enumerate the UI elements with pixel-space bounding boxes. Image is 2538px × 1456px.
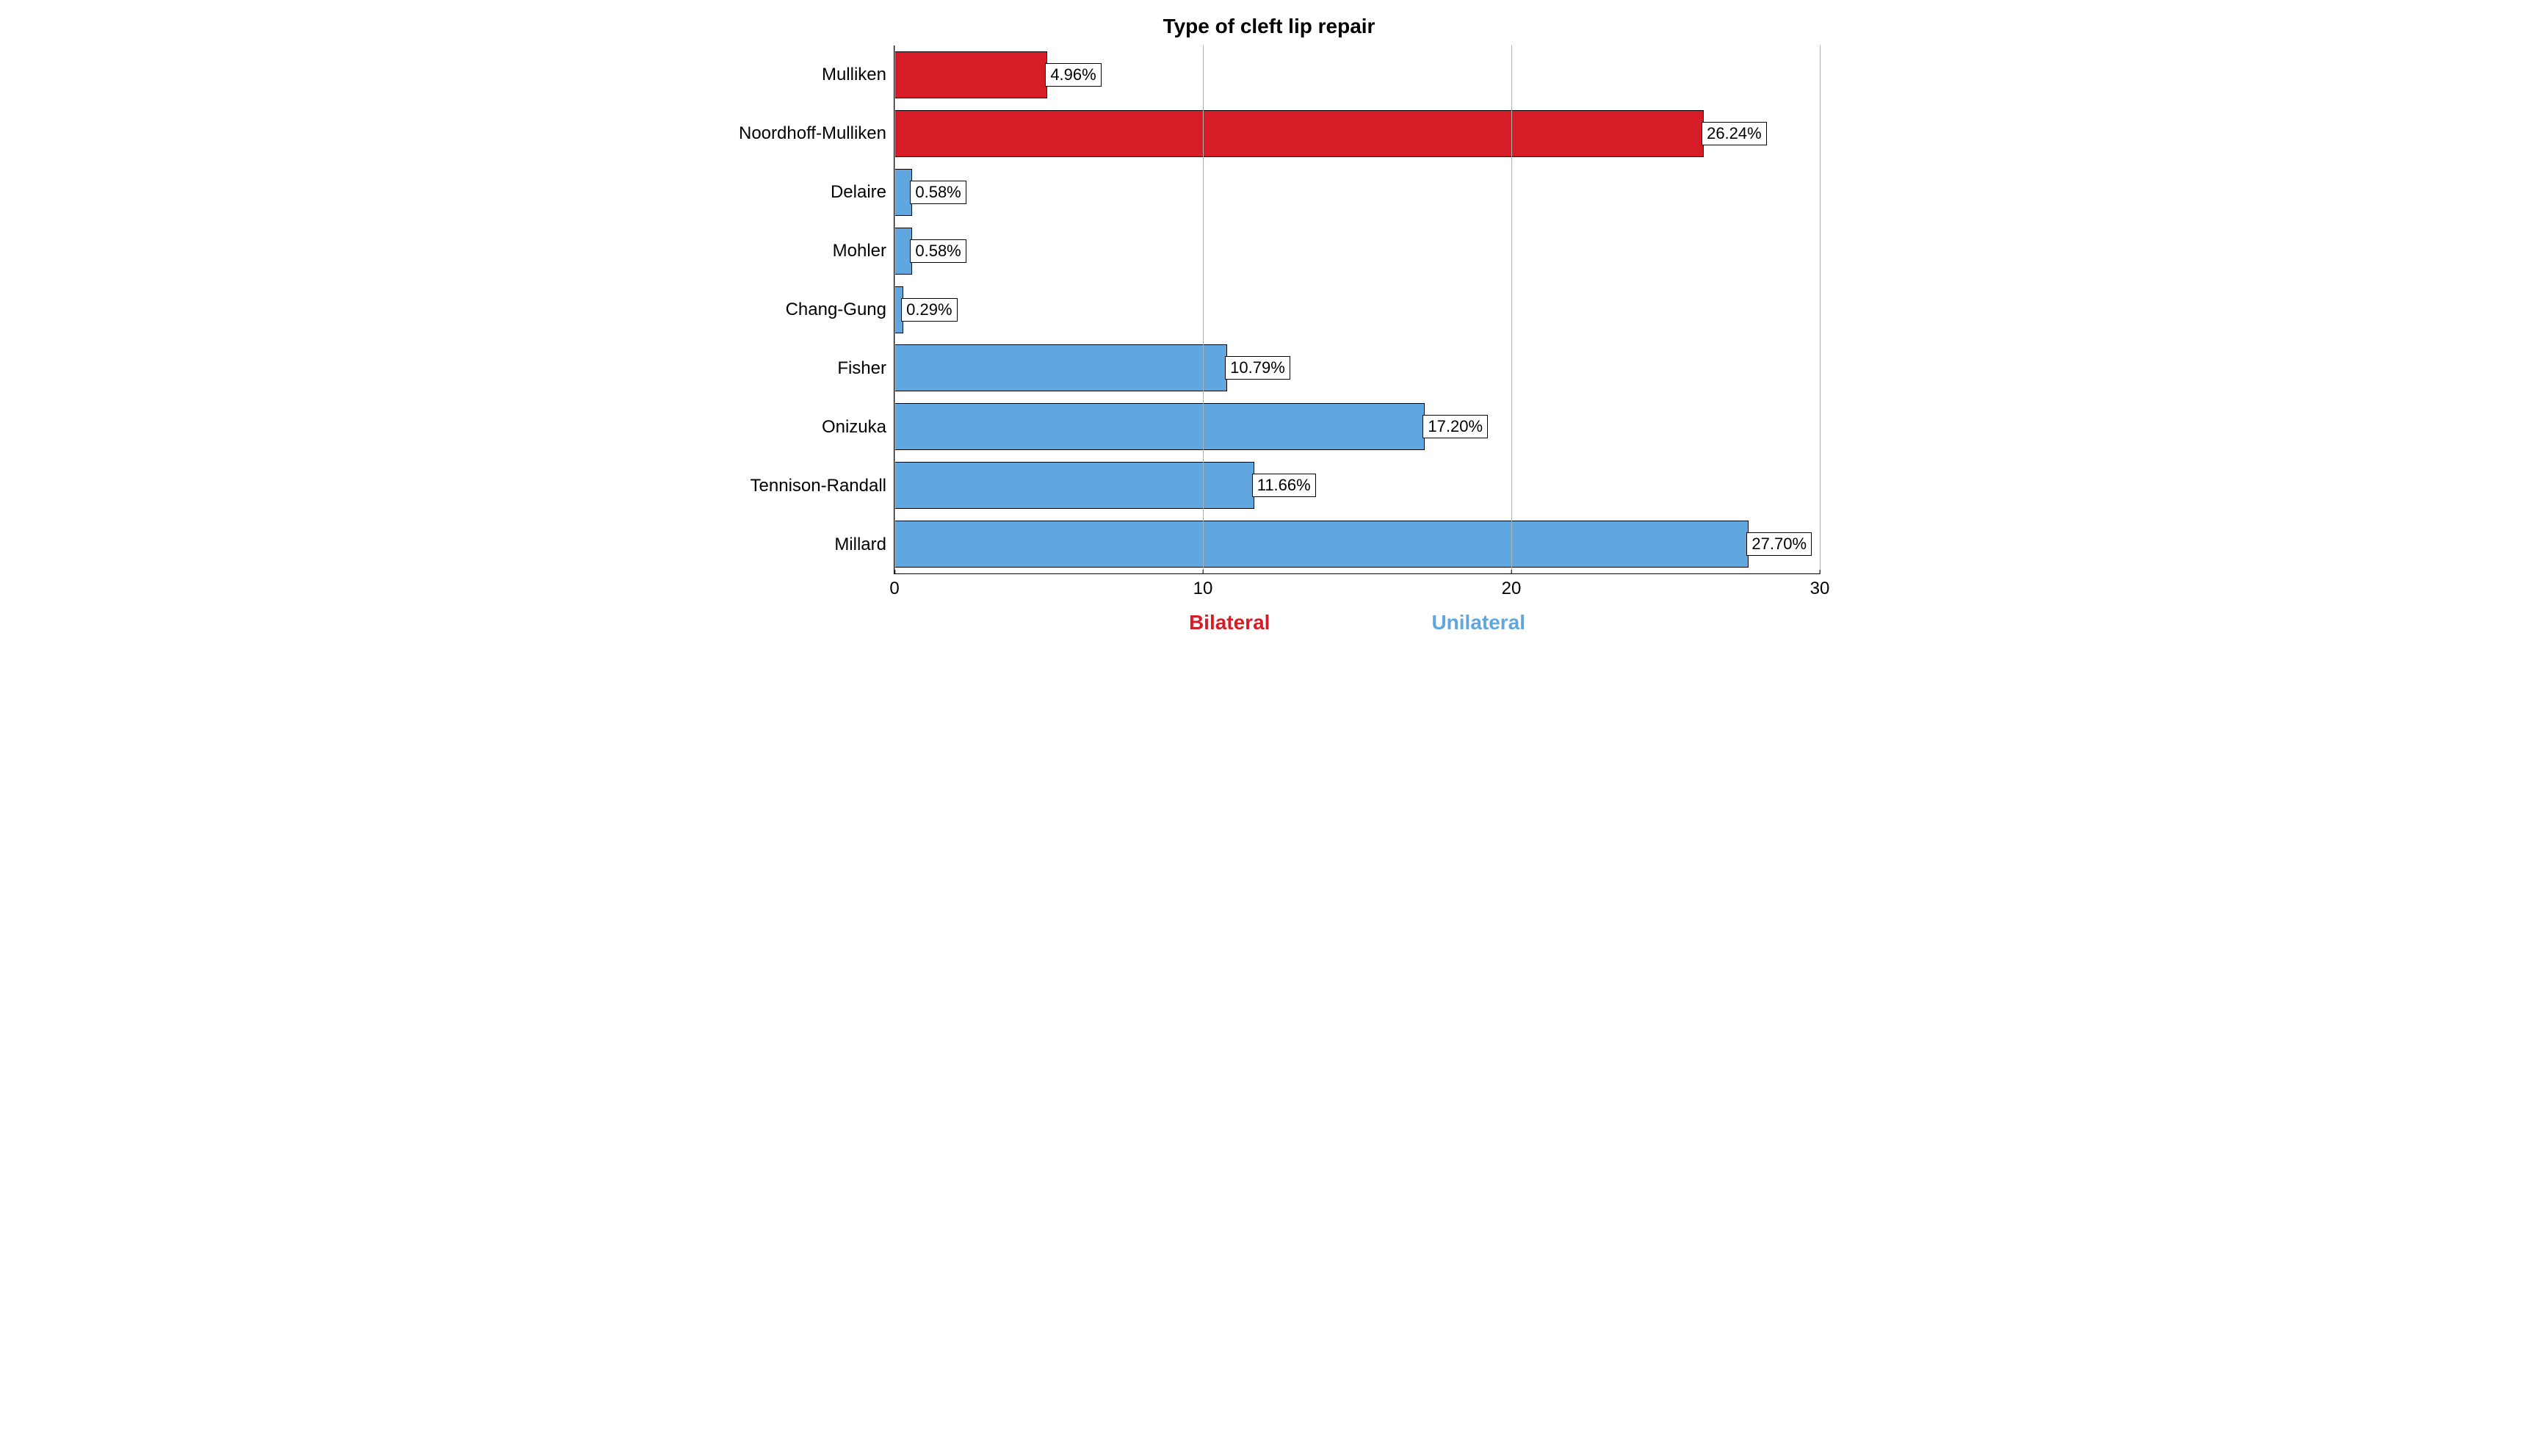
y-axis-label: Mohler [718,222,894,280]
y-axis-label: Onizuka [718,398,894,457]
x-axis-tick: 0 [889,574,899,599]
bar: 0.58% [894,228,912,275]
data-label: 0.58% [910,239,966,263]
gridline [1511,46,1512,573]
gridline [894,46,895,573]
data-label: 11.66% [1252,474,1316,497]
y-axis-label: Chang-Gung [718,280,894,339]
bars-group: 4.96%26.24%0.58%0.58%0.29%10.79%17.20%11… [894,46,1820,573]
x-axis-tick: 20 [1502,574,1522,599]
gridline [1820,46,1821,573]
legend-item-bilateral: Bilateral [1189,611,1270,634]
bar-row: 10.79% [894,338,1820,397]
data-label: 0.29% [901,298,957,322]
bar-row: 4.96% [894,46,1820,104]
data-label: 27.70% [1746,532,1812,556]
data-label: 17.20% [1422,415,1488,438]
y-axis-label: Tennison-Randall [718,457,894,515]
y-axis-label: Fisher [718,339,894,398]
plot-area: Mulliken Noordhoff-Mulliken Delaire Mohl… [718,46,1820,574]
bar: 0.58% [894,169,912,216]
bar-row: 0.58% [894,222,1820,280]
data-label: 0.58% [910,181,966,204]
data-label: 10.79% [1225,356,1290,380]
bar: 11.66% [894,462,1254,509]
bar: 10.79% [894,344,1227,391]
bar: 27.70% [894,521,1749,568]
x-axis-tick: 30 [1810,574,1830,599]
data-label: 4.96% [1045,63,1101,87]
gridline [1203,46,1204,573]
bar-row: 26.24% [894,104,1820,163]
legend-item-unilateral: Unilateral [1431,611,1525,634]
bar: 0.29% [894,286,903,333]
y-axis-label: Noordhoff-Mulliken [718,104,894,163]
x-axis-tick: 10 [1193,574,1213,599]
bar-row: 0.29% [894,280,1820,339]
legend: Bilateral Unilateral [894,611,1820,634]
bar-row: 27.70% [894,515,1820,573]
x-axis: 0102030 [894,574,1820,604]
data-label: 26.24% [1702,122,1767,145]
bar-row: 0.58% [894,163,1820,222]
bar-row: 17.20% [894,397,1820,456]
bar: 4.96% [894,51,1047,98]
chart-container: Type of cleft lip repair Mulliken Noordh… [718,15,1820,634]
chart-title: Type of cleft lip repair [718,15,1820,38]
y-axis-label: Delaire [718,163,894,222]
bar: 26.24% [894,110,1704,157]
y-axis: Mulliken Noordhoff-Mulliken Delaire Mohl… [718,46,894,574]
y-axis-label: Mulliken [718,46,894,104]
plot: 4.96%26.24%0.58%0.58%0.29%10.79%17.20%11… [894,46,1820,574]
y-axis-label: Millard [718,515,894,574]
bar: 17.20% [894,403,1425,450]
bar-row: 11.66% [894,456,1820,515]
